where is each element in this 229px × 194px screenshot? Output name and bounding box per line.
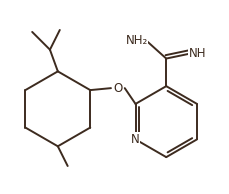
Text: O: O [113, 82, 123, 95]
Text: NH₂: NH₂ [125, 34, 148, 47]
Text: NH: NH [189, 47, 207, 60]
Text: N: N [131, 133, 140, 146]
